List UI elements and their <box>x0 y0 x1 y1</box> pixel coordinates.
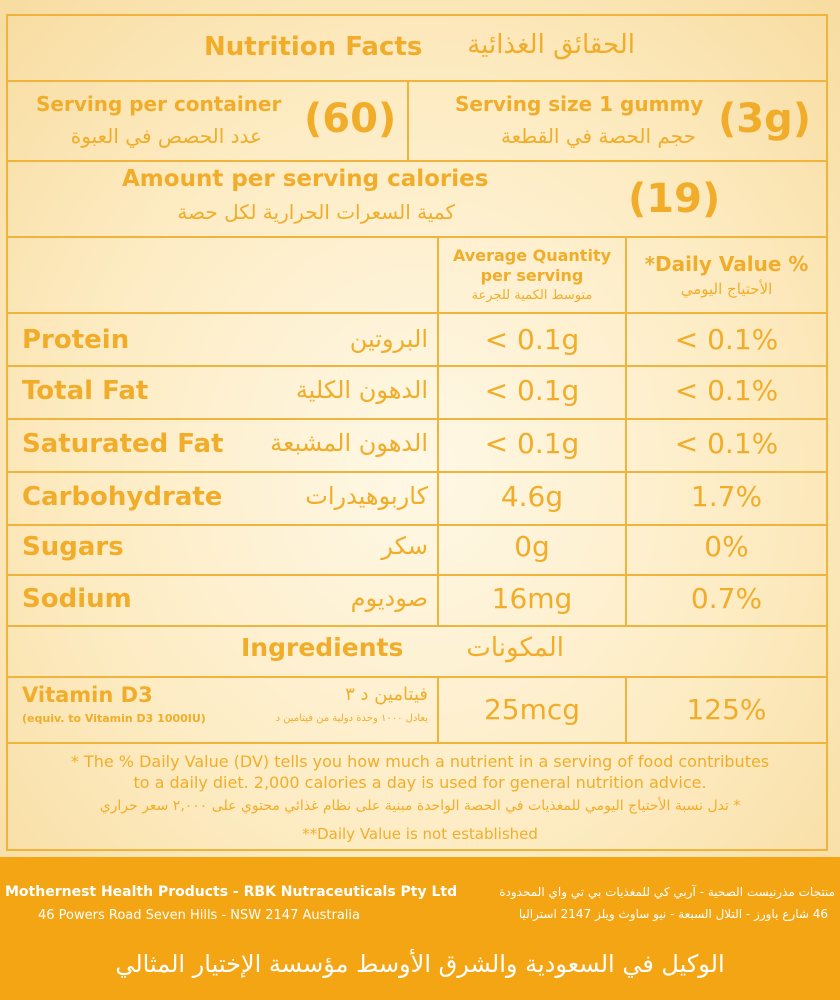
nutrient-name: Protein <box>22 325 130 355</box>
daily-value-header: *Daily Value % <box>644 252 809 276</box>
ingredient-name-sub: (equiv. to Vitamin D3 1000IU) <box>22 712 206 725</box>
dv-note-line-2: to a daily diet. 2,000 calories a day is… <box>133 773 707 792</box>
nutrient-name-ar: كاربوهيدرات <box>305 482 428 510</box>
ingredient-name: Vitamin D3 <box>22 683 153 707</box>
divider <box>6 625 828 627</box>
divider <box>6 80 828 82</box>
nutrient-name: Sugars <box>22 532 124 562</box>
dv-note-line-1: * The % Daily Value (DV) tells you how m… <box>70 752 770 771</box>
calories-label: Amount per serving calories <box>122 166 489 192</box>
divider <box>6 312 828 314</box>
nutrient-qty: < 0.1g <box>484 427 580 460</box>
divider <box>6 365 828 367</box>
company-address-en: 46 Powers Road Seven Hills - NSW 2147 Au… <box>38 908 360 923</box>
calories-label-ar: كمية السعرات الحرارية لكل حصة <box>177 200 455 224</box>
title-ar: الحقائق الغذائية <box>467 30 635 60</box>
company-address-ar: 46 شارع باورز - التلال السبعة - نيو ساوث… <box>518 907 828 921</box>
divider <box>6 418 828 420</box>
avg-quantity-header-ar: متوسط الكمية للجرعة <box>471 288 593 303</box>
nutrient-qty: 16mg <box>491 582 573 615</box>
nutrient-dv: < 0.1% <box>674 427 779 460</box>
nutrient-name: Carbohydrate <box>22 482 223 512</box>
serving-per-container-label-ar: عدد الحصص في العبوة <box>70 124 262 148</box>
divider <box>6 574 828 576</box>
nutrient-name-ar: سكر <box>381 532 428 560</box>
divider <box>6 524 828 526</box>
nutrient-qty: < 0.1g <box>484 374 580 407</box>
serving-per-container-label: Serving per container <box>36 92 282 116</box>
divider <box>6 742 828 744</box>
calories-value: (19) <box>628 176 721 222</box>
nutrient-dv: 0.7% <box>690 582 763 615</box>
divider <box>6 471 828 473</box>
divider <box>6 236 828 238</box>
nutrient-name-ar: الدهون المشبعة <box>270 429 428 457</box>
nutrient-name: Total Fat <box>22 376 149 406</box>
divider <box>6 676 828 678</box>
nutrient-qty: < 0.1g <box>484 323 580 356</box>
ingredient-name-ar: فيتامين د ٣ <box>345 684 428 705</box>
dv-not-established-note: **Daily Value is not established <box>302 825 538 843</box>
divider <box>625 236 627 625</box>
nutrient-dv: < 0.1% <box>674 374 779 407</box>
nutrient-name: Saturated Fat <box>22 429 224 459</box>
ingredients-heading-ar: المكونات <box>466 633 564 663</box>
nutrient-name-ar: صوديوم <box>350 584 428 612</box>
divider <box>437 676 439 742</box>
nutrient-qty: 4.6g <box>500 480 564 513</box>
nutrient-name: Sodium <box>22 584 132 614</box>
divider <box>6 160 828 162</box>
divider <box>625 676 627 742</box>
divider <box>407 80 409 160</box>
nutrient-qty: 0g <box>514 530 550 563</box>
nutrient-name-ar: الدهون الكلية <box>295 376 428 404</box>
avg-quantity-header-2: per serving <box>480 266 584 285</box>
nutrient-dv: < 0.1% <box>674 323 779 356</box>
ingredient-qty: 25mcg <box>483 693 581 726</box>
avg-quantity-header: Average Quantity <box>452 246 612 265</box>
serving-size-label: Serving size 1 gummy <box>455 92 704 116</box>
company-name-en: Mothernest Health Products - RBK Nutrace… <box>5 884 458 900</box>
nutrition-label: Nutrition Facts الحقائق الغذائية Serving… <box>0 0 840 857</box>
dv-note-ar: * تدل نسبة الأحتياج اليومي للمغذيات في ا… <box>99 798 741 814</box>
label-frame <box>6 14 828 851</box>
daily-value-header-ar: الأحتياج اليومي <box>680 280 773 298</box>
company-name-ar: منتجات مذرنيست الصحية - آربي كي للمغذيات… <box>499 885 835 899</box>
agent-line-ar: الوكيل في السعودية والشرق الأوسط مؤسسة ا… <box>115 950 725 978</box>
ingredients-heading: Ingredients <box>241 633 404 662</box>
nutrient-dv: 1.7% <box>690 480 763 513</box>
serving-size-value: (3g) <box>718 96 812 142</box>
nutrient-name-ar: البروتين <box>349 325 428 353</box>
serving-size-label-ar: حجم الحصة في القطعة <box>500 124 696 148</box>
title-en: Nutrition Facts <box>204 32 423 62</box>
divider <box>437 236 439 625</box>
ingredient-dv: 125% <box>686 693 767 726</box>
nutrient-dv: 0% <box>704 530 749 563</box>
serving-per-container-value: (60) <box>304 96 397 142</box>
ingredient-name-ar-sub: يعادل ١٠٠٠ وحدة دولية من فيتامين د <box>275 713 428 724</box>
